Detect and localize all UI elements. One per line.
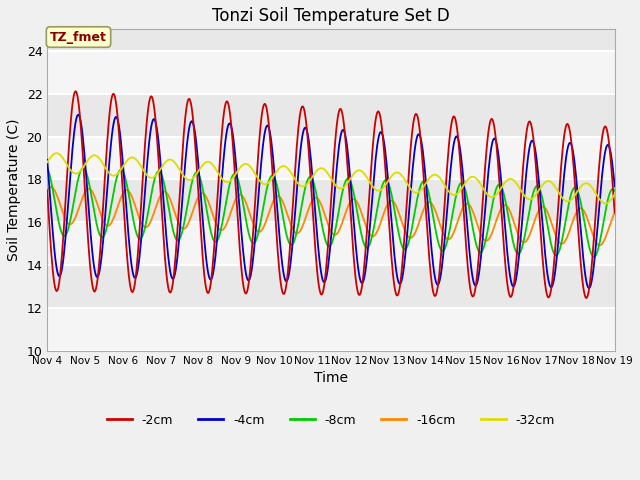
Bar — [47, 308, 614, 351]
Bar — [47, 51, 614, 94]
Y-axis label: Soil Temperature (C): Soil Temperature (C) — [7, 119, 21, 262]
Legend: -2cm, -4cm, -8cm, -16cm, -32cm: -2cm, -4cm, -8cm, -16cm, -32cm — [102, 409, 560, 432]
X-axis label: Time: Time — [314, 372, 348, 385]
Bar — [47, 136, 614, 180]
Bar — [47, 222, 614, 265]
Title: Tonzi Soil Temperature Set D: Tonzi Soil Temperature Set D — [212, 7, 450, 25]
Text: TZ_fmet: TZ_fmet — [50, 31, 107, 44]
